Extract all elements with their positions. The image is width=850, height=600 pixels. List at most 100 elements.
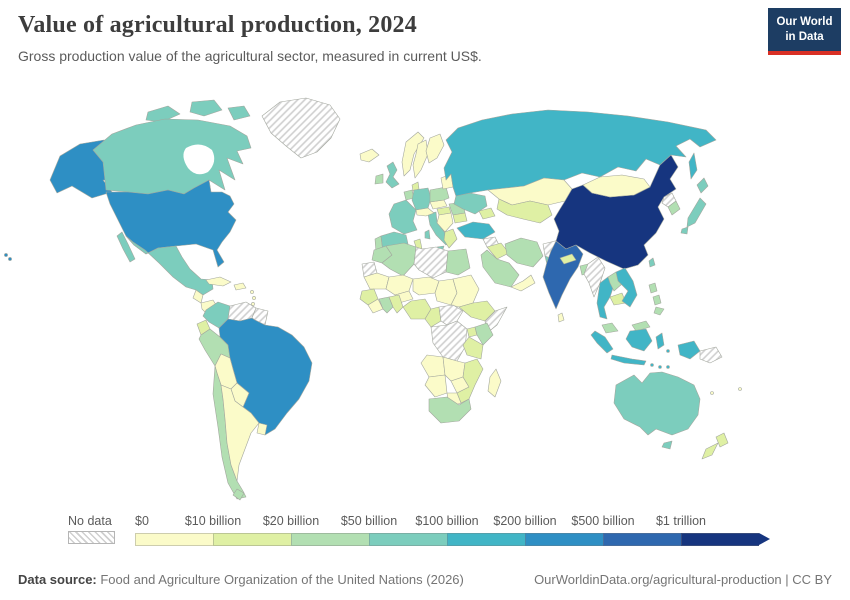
country-tasmania[interactable] <box>661 440 673 450</box>
country-indonesia-sumatra[interactable] <box>590 330 614 354</box>
legend-bin-swatch[interactable] <box>525 533 603 546</box>
country-philippines-3[interactable] <box>653 306 665 316</box>
legend-bin-label: $0 <box>135 514 149 528</box>
country-poland[interactable] <box>429 186 450 203</box>
country-lesser-antilles[interactable] <box>251 302 255 306</box>
country-fiji[interactable] <box>738 387 742 391</box>
country-central-african-republic[interactable] <box>438 304 464 326</box>
country-central-asia[interactable] <box>496 198 553 224</box>
legend-bin-swatch[interactable] <box>135 533 213 546</box>
country-papua-new-guinea[interactable] <box>699 346 723 364</box>
country-indonesia-sulawesi[interactable] <box>655 332 665 350</box>
country-indonesia-lesser-sunda[interactable] <box>650 363 654 367</box>
country-mozambique[interactable] <box>456 358 484 404</box>
country-canada-arctic-2[interactable] <box>189 99 223 117</box>
country-sardinia[interactable] <box>424 229 431 240</box>
country-mongolia[interactable] <box>582 174 651 198</box>
country-uruguay[interactable] <box>256 422 268 436</box>
legend-bin-swatch[interactable] <box>291 533 369 546</box>
country-hawaii[interactable] <box>8 257 12 261</box>
country-new-caledonia[interactable] <box>710 391 714 395</box>
country-cuba[interactable] <box>205 276 232 287</box>
owid-logo[interactable]: Our World in Data <box>768 8 841 55</box>
country-norway[interactable] <box>401 131 425 177</box>
country-namibia[interactable] <box>424 374 448 398</box>
legend-bin-label: $1 trillion <box>655 514 707 528</box>
country-russia[interactable] <box>443 109 717 197</box>
country-hispaniola[interactable] <box>233 282 247 291</box>
country-tanzania[interactable] <box>462 336 484 360</box>
country-japan-hokkaido[interactable] <box>696 177 709 194</box>
country-yemen-oman[interactable] <box>510 274 536 292</box>
legend-bin-swatch[interactable] <box>681 533 759 546</box>
country-tierra-del-fuego[interactable] <box>232 488 245 501</box>
country-malaysia-peninsula[interactable] <box>601 322 619 334</box>
country-bulgaria[interactable] <box>452 212 468 224</box>
country-argentina[interactable] <box>220 384 260 482</box>
country-new-zealand-south[interactable] <box>701 442 719 460</box>
country-drc[interactable] <box>430 320 468 362</box>
country-angola[interactable] <box>420 354 446 378</box>
country-south-africa[interactable] <box>428 396 472 424</box>
country-australia[interactable] <box>613 371 701 436</box>
country-lesser-antilles[interactable] <box>250 290 254 294</box>
country-indonesia-java[interactable] <box>610 354 647 366</box>
country-indonesia-lesser-sunda[interactable] <box>658 365 662 369</box>
country-philippines-1[interactable] <box>648 282 658 294</box>
country-laos[interactable] <box>607 271 623 292</box>
country-sweden[interactable] <box>412 139 429 179</box>
country-indonesia-papua[interactable] <box>677 340 701 360</box>
country-turkey[interactable] <box>456 221 496 240</box>
legend-no-data-label: No data <box>68 514 112 528</box>
country-myanmar[interactable] <box>583 256 606 298</box>
country-kenya[interactable] <box>474 322 494 346</box>
country-uk[interactable] <box>385 161 400 189</box>
country-algeria[interactable] <box>381 242 417 277</box>
country-ukraine[interactable] <box>453 192 488 215</box>
country-malaysia-borneo[interactable] <box>631 320 651 332</box>
legend-bin-swatch[interactable] <box>369 533 447 546</box>
country-lesser-antilles[interactable] <box>252 296 256 300</box>
country-indonesia-kalimantan[interactable] <box>625 328 653 352</box>
country-sri-lanka[interactable] <box>557 312 565 323</box>
country-switzerland-austria[interactable] <box>415 207 435 217</box>
country-canada-arctic-3[interactable] <box>227 105 251 121</box>
country-canada[interactable] <box>92 118 252 195</box>
legend-no-data-swatch[interactable] <box>68 531 115 544</box>
country-madagascar[interactable] <box>487 368 502 398</box>
legend-bin-swatch[interactable] <box>213 533 291 546</box>
country-germany[interactable] <box>411 187 432 211</box>
legend-bin-label: $100 billion <box>415 514 479 528</box>
country-caucasus[interactable] <box>478 207 496 220</box>
country-finland[interactable] <box>425 133 445 164</box>
country-hawaii[interactable] <box>4 253 8 257</box>
country-ghana[interactable] <box>388 294 404 314</box>
country-ireland[interactable] <box>374 173 384 185</box>
country-south-korea[interactable] <box>667 200 681 216</box>
country-greece[interactable] <box>443 228 458 249</box>
country-indonesia-maluku[interactable] <box>666 349 670 353</box>
country-somalia[interactable] <box>484 306 508 334</box>
country-indonesia-lesser-sunda[interactable] <box>666 365 670 369</box>
owid-link[interactable]: OurWorldinData.org/agricultural-producti… <box>534 572 832 587</box>
country-iran[interactable] <box>504 237 544 268</box>
country-nepal[interactable] <box>559 253 577 265</box>
country-balkans[interactable] <box>436 212 454 233</box>
country-japan-honshu[interactable] <box>686 197 707 228</box>
country-sakhalin[interactable] <box>688 152 698 180</box>
country-philippines-2[interactable] <box>652 294 662 306</box>
country-vietnam[interactable] <box>615 267 638 308</box>
country-egypt[interactable] <box>445 248 471 276</box>
country-new-zealand-north[interactable] <box>715 432 729 448</box>
owid-logo-line2: in Data <box>785 30 824 43</box>
country-iceland[interactable] <box>359 148 380 163</box>
country-taiwan[interactable] <box>648 257 656 268</box>
country-france[interactable] <box>388 199 418 235</box>
legend-bin-swatch[interactable] <box>603 533 681 546</box>
country-canada-arctic-1[interactable] <box>145 105 181 123</box>
country-mexico-baja[interactable] <box>116 231 136 263</box>
legend-bin-swatch[interactable] <box>447 533 525 546</box>
country-libya[interactable] <box>413 246 449 279</box>
country-greenland[interactable] <box>261 97 341 159</box>
country-japan-kyushu[interactable] <box>680 226 689 235</box>
